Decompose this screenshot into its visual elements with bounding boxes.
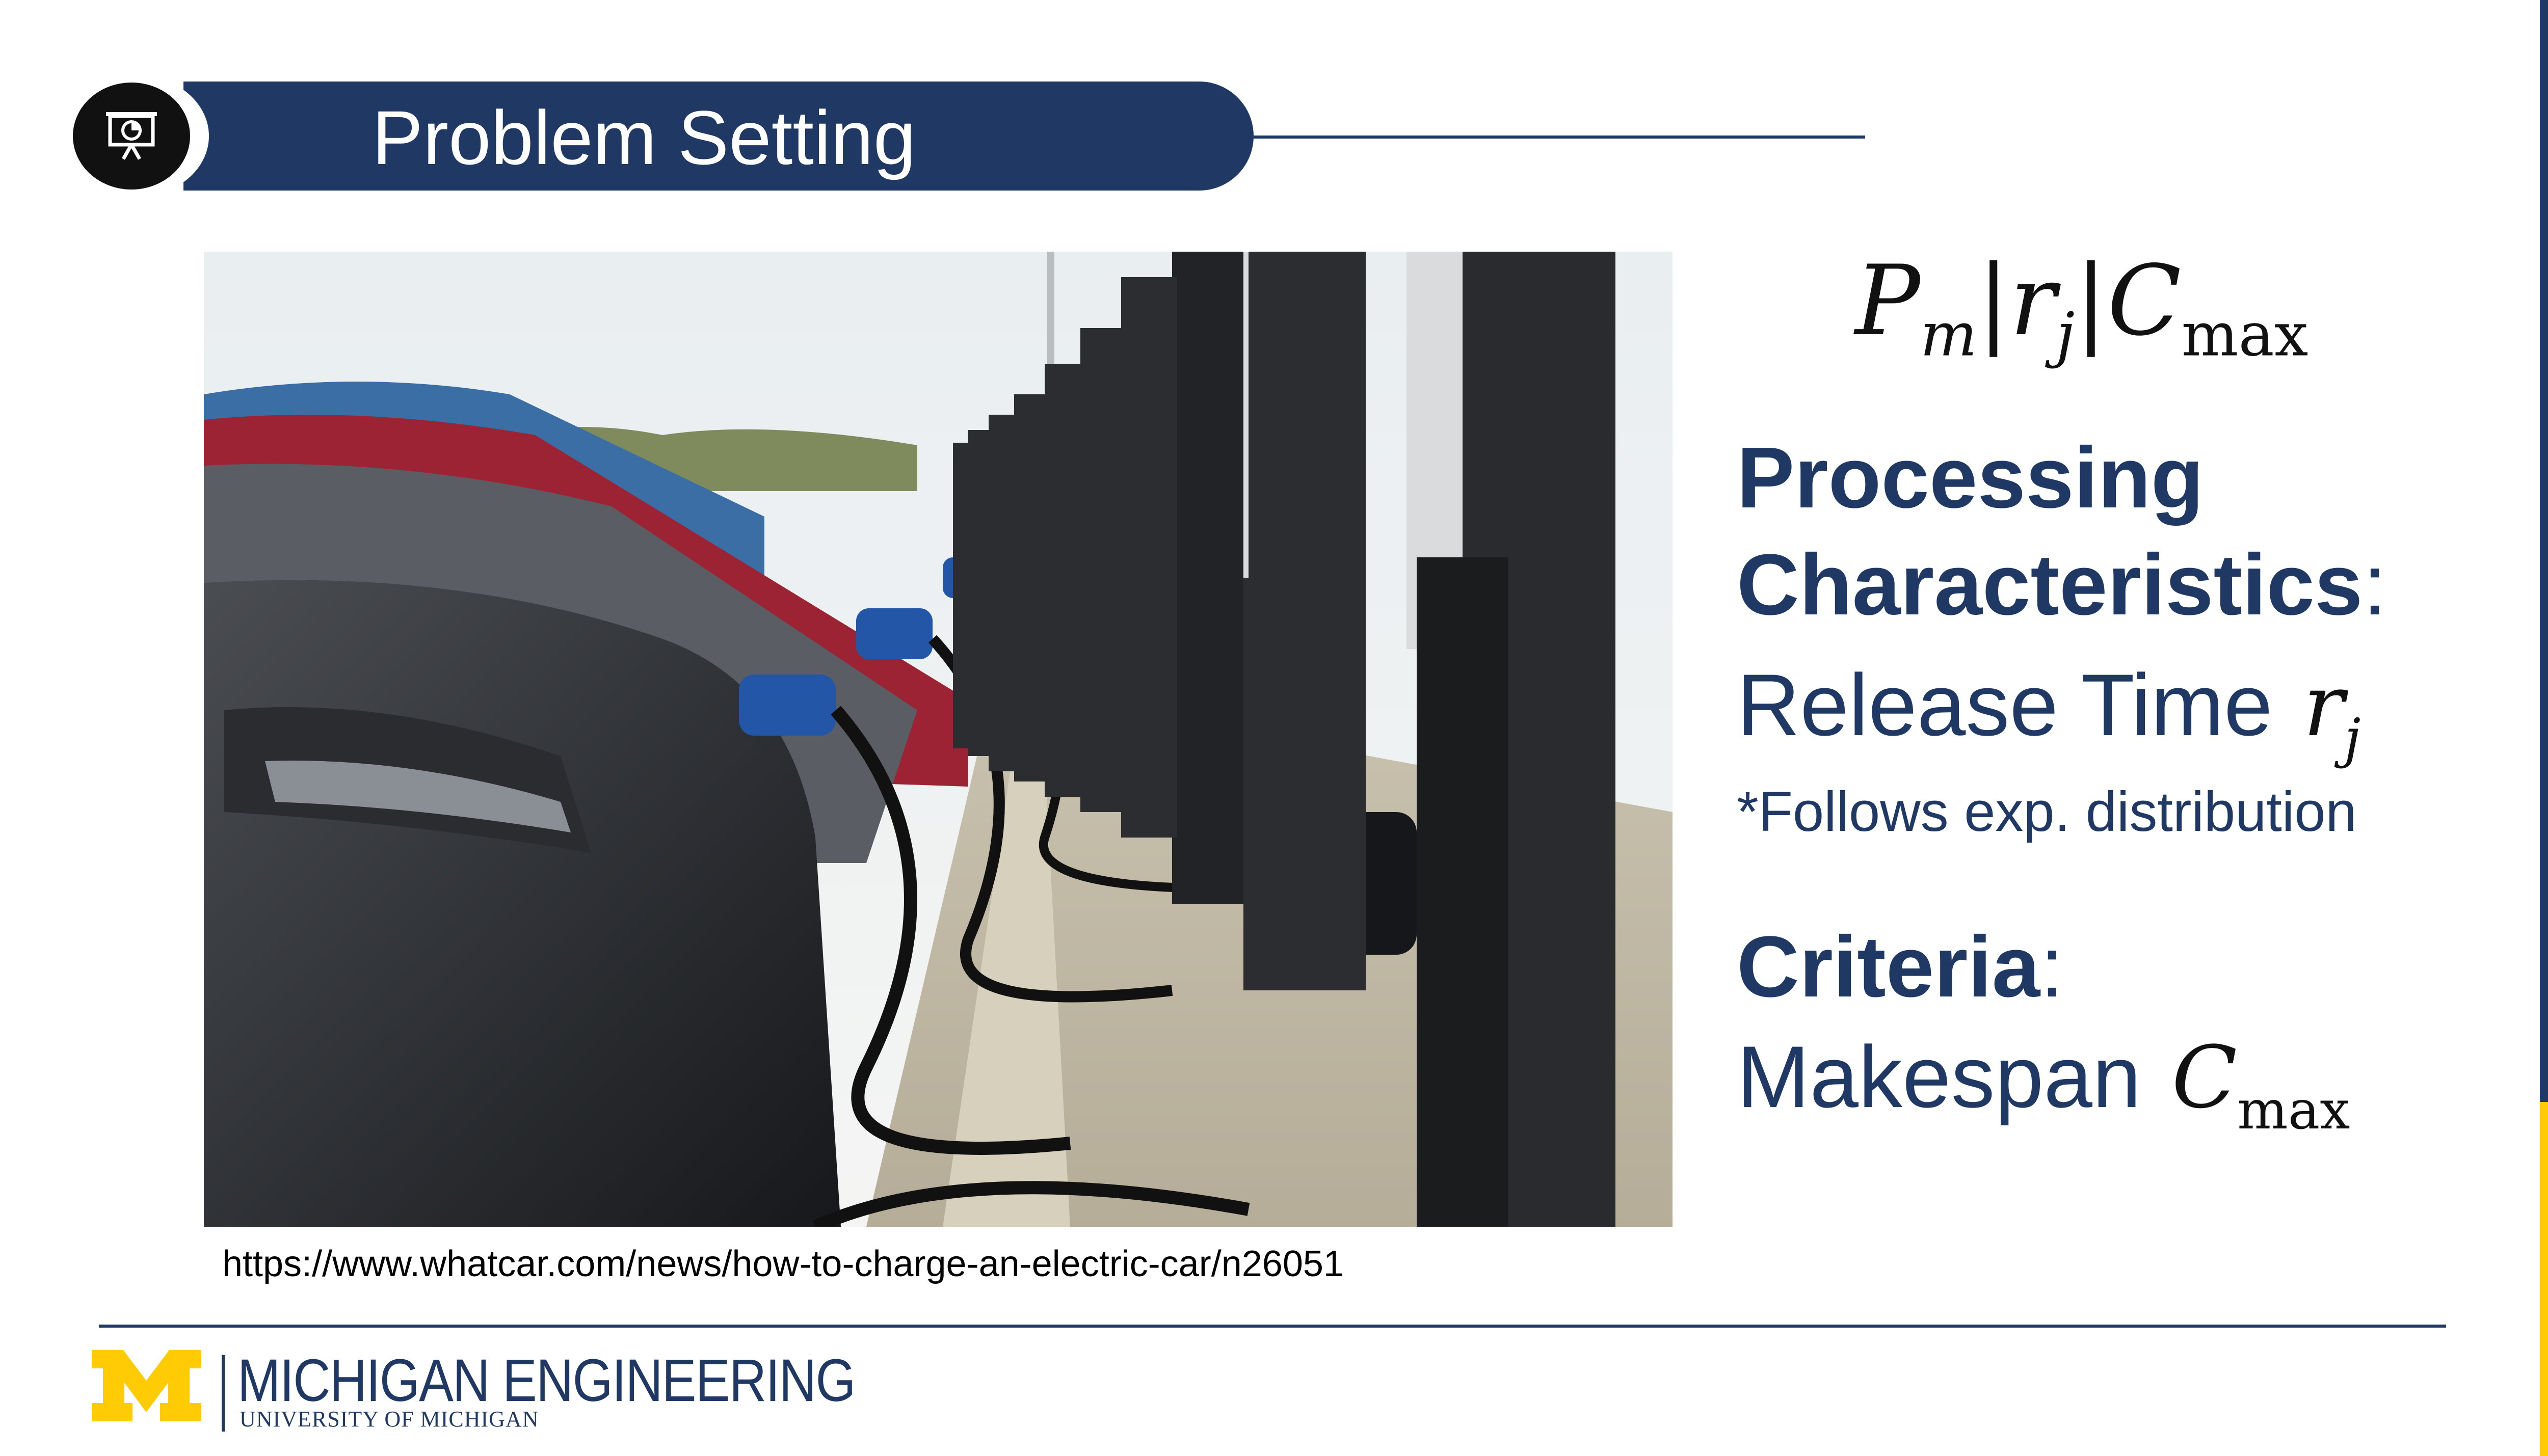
release-symbol: r: [2009, 245, 2056, 357]
title-rule: [1254, 136, 1865, 139]
release-time-r: r: [2303, 656, 2344, 756]
makespan-symbol: C: [2107, 245, 2182, 357]
release-time-line: Release Time rj: [1737, 655, 2360, 769]
scheduling-notation: Pm|rj|Cmax: [1855, 245, 2308, 369]
footer-rule: [99, 1325, 2446, 1328]
distribution-note: *Follows exp. distribution: [1737, 780, 2357, 843]
criteria-label: Criteria: [1737, 919, 2040, 1015]
slide-title: Problem Setting: [372, 95, 916, 180]
characteristics-label: Characteristics: [1737, 536, 2363, 633]
characteristics-colon: :: [2363, 536, 2387, 633]
title-banner: [183, 82, 1254, 191]
right-edge-blue-stripe: [2540, 0, 2548, 1102]
processing-heading: Processing: [1737, 429, 2204, 526]
photo-source-url[interactable]: https://www.whatcar.com/news/how-to-char…: [222, 1244, 1344, 1284]
right-edge-gold-stripe: [2540, 1102, 2548, 1456]
criteria-heading: Criteria:: [1737, 917, 2064, 1017]
machines-subscript: m: [1920, 299, 1977, 370]
makespan-label: Makespan: [1737, 1028, 2141, 1126]
makespan-subscript: max: [2181, 299, 2308, 370]
block-m-logo: [92, 1350, 201, 1424]
release-time-label: Release Time: [1737, 656, 2273, 754]
machines-symbol: P: [1855, 245, 1920, 357]
release-subscript: j: [2056, 299, 2075, 370]
criteria-colon: :: [2040, 919, 2064, 1015]
makespan-line: Makespan Cmax: [1737, 1027, 2350, 1141]
separator-1: |: [1977, 245, 2010, 357]
separator-2: |: [2075, 245, 2108, 357]
characteristics-heading: Characteristics:: [1737, 535, 2387, 635]
logo-subname: UNIVERSITY OF MICHIGAN: [240, 1407, 539, 1432]
makespan-line-max: max: [2237, 1079, 2350, 1141]
logo-divider: [222, 1355, 225, 1432]
presentation-chart-icon: [73, 83, 190, 190]
makespan-line-symbol: Cmax: [2171, 1028, 2350, 1141]
release-time-j: j: [2344, 707, 2361, 769]
release-time-symbol: rj: [2303, 656, 2361, 769]
photo-electric-cars-charging: [204, 252, 1673, 1227]
logo-name: MICHIGAN ENGINEERING: [237, 1347, 856, 1414]
makespan-line-c: C: [2171, 1028, 2238, 1127]
